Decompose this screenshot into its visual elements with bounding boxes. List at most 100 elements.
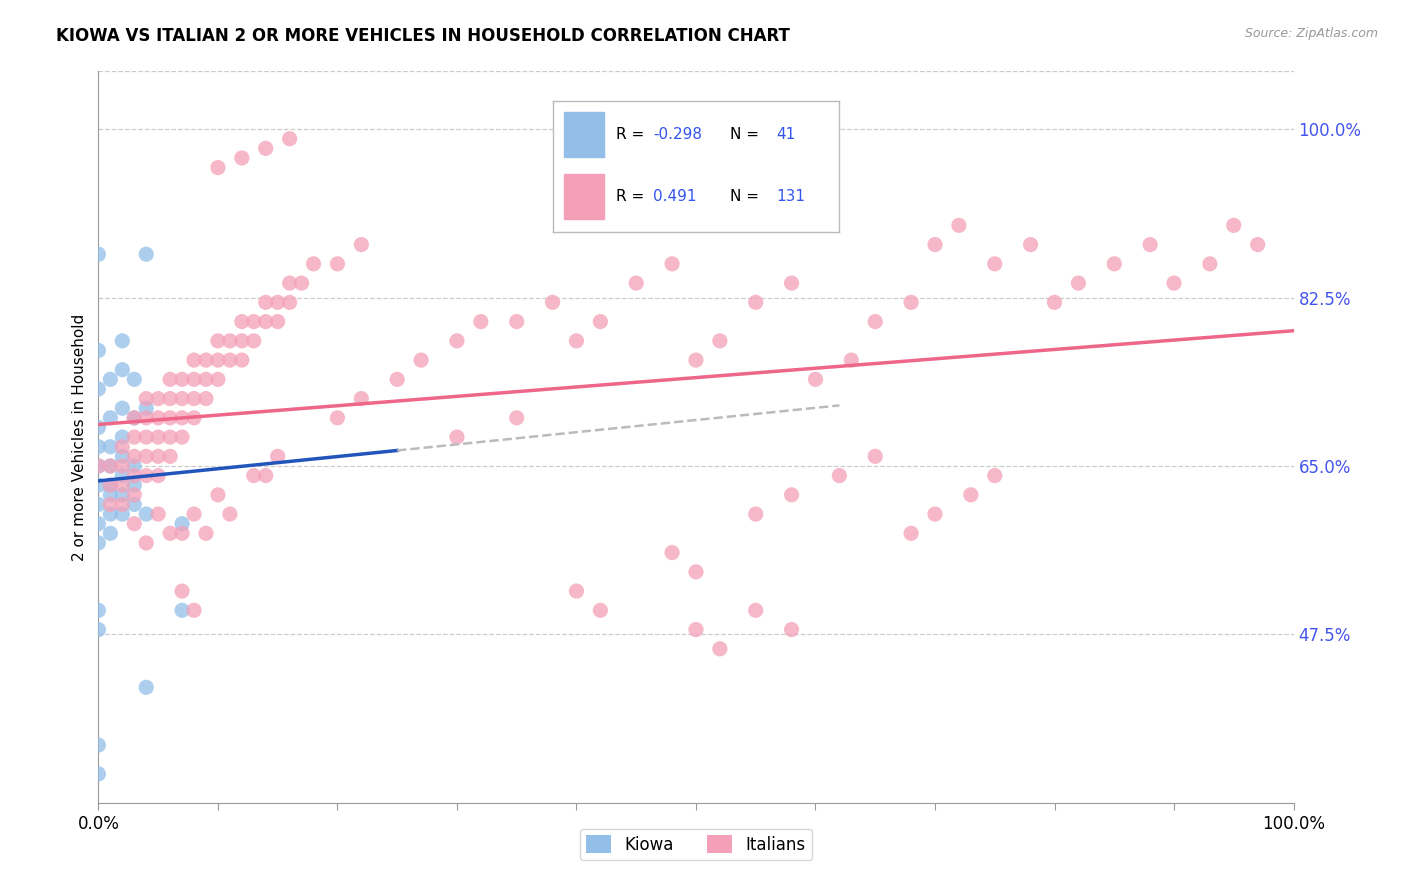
Point bbox=[87, 343, 110, 358]
Point bbox=[111, 498, 134, 512]
Point bbox=[87, 440, 110, 454]
Point bbox=[924, 237, 946, 252]
Point bbox=[350, 392, 373, 406]
Legend: Kiowa, Italians: Kiowa, Italians bbox=[579, 829, 813, 860]
Point bbox=[98, 478, 122, 492]
Point bbox=[183, 603, 205, 617]
Point bbox=[124, 478, 146, 492]
Point bbox=[148, 410, 170, 425]
Point bbox=[865, 450, 887, 464]
Point bbox=[207, 334, 229, 348]
Text: KIOWA VS ITALIAN 2 OR MORE VEHICLES IN HOUSEHOLD CORRELATION CHART: KIOWA VS ITALIAN 2 OR MORE VEHICLES IN H… bbox=[56, 27, 790, 45]
Point bbox=[219, 334, 242, 348]
Point bbox=[159, 430, 181, 444]
Point bbox=[159, 450, 181, 464]
Point bbox=[470, 315, 492, 329]
Point bbox=[111, 401, 134, 416]
Point bbox=[1043, 295, 1066, 310]
Point bbox=[135, 410, 157, 425]
Point bbox=[589, 315, 612, 329]
Point bbox=[278, 132, 301, 146]
Point bbox=[111, 468, 134, 483]
Point bbox=[98, 498, 122, 512]
Point bbox=[195, 392, 218, 406]
Point bbox=[385, 372, 409, 386]
Point bbox=[828, 468, 851, 483]
Point bbox=[124, 450, 146, 464]
Point bbox=[1247, 237, 1270, 252]
Point bbox=[87, 738, 110, 752]
Point bbox=[98, 440, 122, 454]
Point bbox=[661, 257, 683, 271]
Point bbox=[1199, 257, 1222, 271]
Point bbox=[111, 488, 134, 502]
Point bbox=[172, 392, 194, 406]
Point bbox=[111, 440, 134, 454]
Point bbox=[98, 372, 122, 386]
Point bbox=[326, 410, 349, 425]
Point bbox=[124, 372, 146, 386]
Point bbox=[111, 362, 134, 376]
Point bbox=[506, 315, 529, 329]
Point bbox=[87, 767, 110, 781]
Point bbox=[195, 353, 218, 368]
Point bbox=[159, 410, 181, 425]
Point bbox=[685, 623, 707, 637]
Point bbox=[124, 410, 146, 425]
Point bbox=[231, 151, 253, 165]
Point bbox=[87, 382, 110, 396]
Point bbox=[900, 295, 922, 310]
Point bbox=[148, 430, 170, 444]
Point bbox=[98, 410, 122, 425]
Point bbox=[172, 372, 194, 386]
Point bbox=[87, 516, 110, 531]
Point bbox=[446, 334, 468, 348]
Point bbox=[565, 584, 588, 599]
Point bbox=[124, 468, 146, 483]
Point bbox=[195, 526, 218, 541]
Point bbox=[243, 315, 266, 329]
Point bbox=[745, 507, 768, 521]
Point bbox=[506, 410, 529, 425]
Point bbox=[243, 468, 266, 483]
Point bbox=[267, 295, 290, 310]
Y-axis label: 2 or more Vehicles in Household: 2 or more Vehicles in Household bbox=[72, 313, 87, 561]
Point bbox=[135, 392, 157, 406]
Point bbox=[98, 478, 122, 492]
Point bbox=[219, 353, 242, 368]
Point bbox=[124, 410, 146, 425]
Point bbox=[207, 488, 229, 502]
Point bbox=[745, 603, 768, 617]
Point bbox=[148, 450, 170, 464]
Point bbox=[135, 430, 157, 444]
Point bbox=[87, 458, 110, 473]
Point bbox=[148, 507, 170, 521]
Point bbox=[87, 478, 110, 492]
Point bbox=[124, 488, 146, 502]
Point bbox=[183, 410, 205, 425]
Point bbox=[278, 295, 301, 310]
Point bbox=[172, 410, 194, 425]
Point bbox=[1139, 237, 1161, 252]
Point bbox=[172, 516, 194, 531]
Point bbox=[626, 276, 648, 290]
Point bbox=[924, 507, 946, 521]
Point bbox=[207, 353, 229, 368]
Text: Source: ZipAtlas.com: Source: ZipAtlas.com bbox=[1244, 27, 1378, 40]
Point bbox=[172, 603, 194, 617]
Point bbox=[172, 526, 194, 541]
Point bbox=[541, 295, 564, 310]
Point bbox=[124, 516, 146, 531]
Point bbox=[243, 334, 266, 348]
Point bbox=[172, 430, 194, 444]
Point bbox=[254, 295, 277, 310]
Point bbox=[124, 458, 146, 473]
Point bbox=[948, 219, 970, 233]
Point bbox=[87, 498, 110, 512]
Point bbox=[326, 257, 349, 271]
Point bbox=[565, 334, 588, 348]
Point bbox=[589, 603, 612, 617]
Point bbox=[900, 526, 922, 541]
Point bbox=[841, 353, 863, 368]
Point bbox=[87, 458, 110, 473]
